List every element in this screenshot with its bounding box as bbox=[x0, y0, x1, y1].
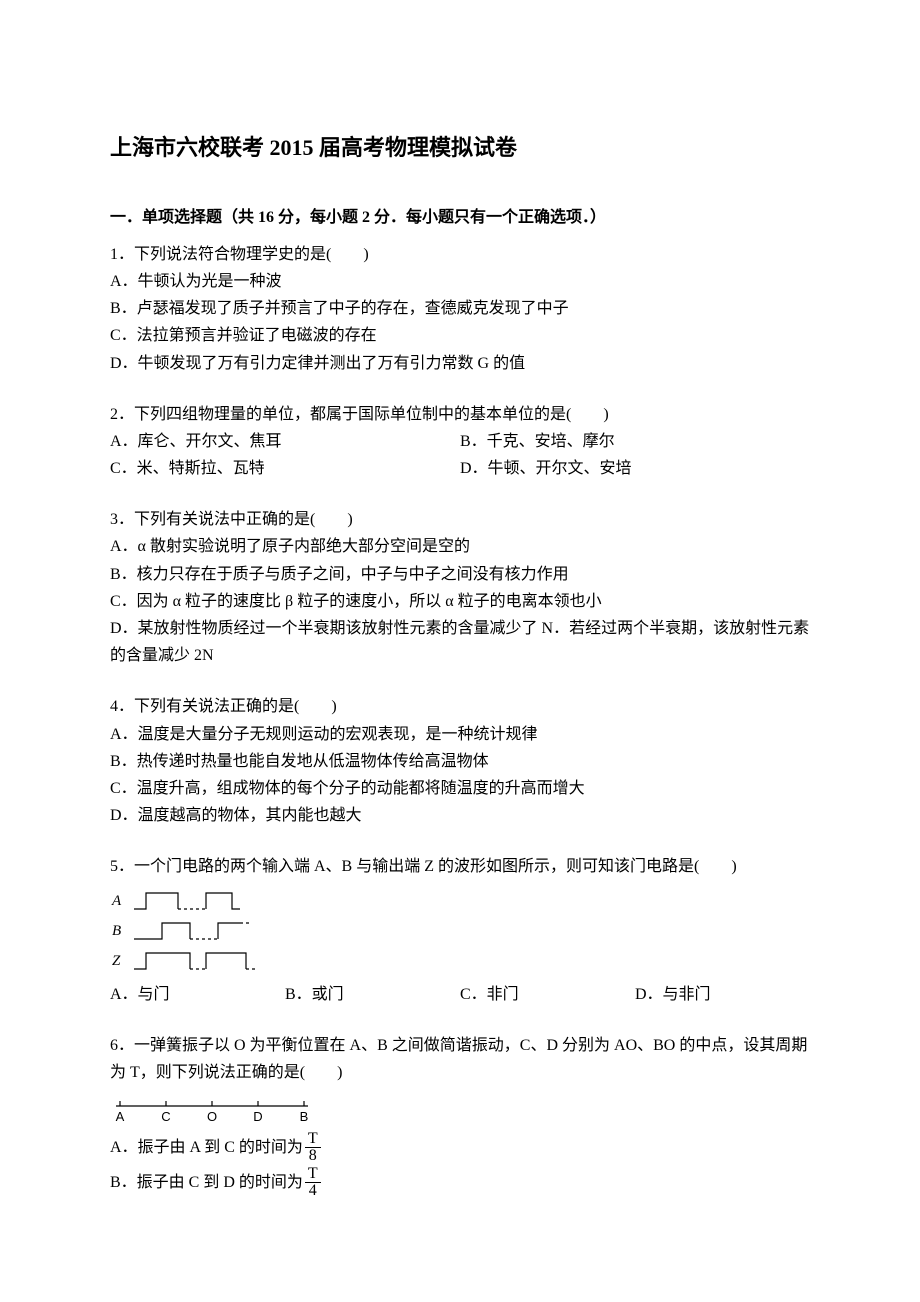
q1-option-a: A．牛顿认为光是一种波 bbox=[110, 268, 810, 295]
q5-option-c: C．非门 bbox=[460, 981, 635, 1008]
q2-option-a: A．库仑、开尔文、焦耳 bbox=[110, 428, 460, 455]
question-4: 4．下列有关说法正确的是( ) A．温度是大量分子无规则运动的宏观表现，是一种统… bbox=[110, 693, 810, 829]
q3-option-c: C．因为 α 粒子的速度比 β 粒子的速度小，所以 α 粒子的电离本领也小 bbox=[110, 588, 810, 615]
q1-stem: 1．下列说法符合物理学史的是( ) bbox=[110, 241, 810, 268]
svg-text:B: B bbox=[112, 923, 121, 939]
svg-text:C: C bbox=[161, 1109, 170, 1124]
svg-text:A: A bbox=[116, 1109, 125, 1124]
q2-stem: 2．下列四组物理量的单位，都属于国际单位制中的基本单位的是( ) bbox=[110, 401, 810, 428]
q4-option-d: D．温度越高的物体，其内能也越大 bbox=[110, 802, 810, 829]
numerator: T bbox=[305, 1166, 321, 1183]
q4-option-a: A．温度是大量分子无规则运动的宏观表现，是一种统计规律 bbox=[110, 721, 810, 748]
q5-option-b: B．或门 bbox=[285, 981, 460, 1008]
q1-option-c: C．法拉第预言并验证了电磁波的存在 bbox=[110, 322, 810, 349]
denominator: 4 bbox=[305, 1183, 321, 1199]
question-1: 1．下列说法符合物理学史的是( ) A．牛顿认为光是一种波 B．卢瑟福发现了质子… bbox=[110, 241, 810, 377]
question-6: 6．一弹簧振子以 O 为平衡位置在 A、B 之间做简谐振动，C、D 分别为 AO… bbox=[110, 1032, 810, 1201]
q3-option-a: A．α 散射实验说明了原子内部绝大部分空间是空的 bbox=[110, 533, 810, 560]
q6-a-prefix: A．振子由 A 到 C 的时间为 bbox=[110, 1130, 303, 1165]
question-3: 3．下列有关说法中正确的是( ) A．α 散射实验说明了原子内部绝大部分空间是空… bbox=[110, 506, 810, 669]
q3-option-b: B．核力只存在于质子与质子之间，中子与中子之间没有核力作用 bbox=[110, 561, 810, 588]
q4-stem: 4．下列有关说法正确的是( ) bbox=[110, 693, 810, 720]
q5-option-a: A．与门 bbox=[110, 981, 285, 1008]
q6-b-prefix: B．振子由 C 到 D 的时间为 bbox=[110, 1165, 303, 1200]
svg-text:B: B bbox=[300, 1109, 309, 1124]
q4-option-c: C．温度升高，组成物体的每个分子的动能都将随温度的升高而增大 bbox=[110, 775, 810, 802]
svg-text:Z: Z bbox=[112, 953, 121, 969]
q5-stem: 5．一个门电路的两个输入端 A、B 与输出端 Z 的波形如图所示，则可知该门电路… bbox=[110, 853, 810, 880]
question-5: 5．一个门电路的两个输入端 A、B 与输出端 Z 的波形如图所示，则可知该门电路… bbox=[110, 853, 810, 1007]
svg-text:A: A bbox=[111, 893, 122, 909]
q1-option-b: B．卢瑟福发现了质子并预言了中子的存在，查德威克发现了中子 bbox=[110, 295, 810, 322]
svg-text:O: O bbox=[207, 1109, 217, 1124]
q2-option-b: B．千克、安培、摩尔 bbox=[460, 428, 810, 455]
exam-title: 上海市六校联考 2015 届高考物理模拟试卷 bbox=[110, 130, 810, 165]
question-2: 2．下列四组物理量的单位，都属于国际单位制中的基本单位的是( ) A．库仑、开尔… bbox=[110, 401, 810, 483]
svg-text:D: D bbox=[253, 1109, 262, 1124]
q6-option-a: A．振子由 A 到 C 的时间为 T 8 bbox=[110, 1130, 810, 1165]
q6-option-b: B．振子由 C 到 D 的时间为 T 4 bbox=[110, 1165, 810, 1200]
fraction: T 4 bbox=[305, 1166, 321, 1199]
q1-option-d: D．牛顿发现了万有引力定律并测出了万有引力常数 G 的值 bbox=[110, 350, 810, 377]
q2-option-d: D．牛顿、开尔文、安培 bbox=[460, 455, 810, 482]
fraction: T 8 bbox=[305, 1131, 321, 1164]
q5-option-d: D．与非门 bbox=[635, 981, 810, 1008]
q3-stem: 3．下列有关说法中正确的是( ) bbox=[110, 506, 810, 533]
number-line-diagram: ACODB bbox=[110, 1096, 315, 1124]
q4-option-b: B．热传递时热量也能自发地从低温物体传给高温物体 bbox=[110, 748, 810, 775]
q6-stem: 6．一弹簧振子以 O 为平衡位置在 A、B 之间做简谐振动，C、D 分别为 AO… bbox=[110, 1032, 810, 1086]
q2-option-c: C．米、特斯拉、瓦特 bbox=[110, 455, 460, 482]
waveform-diagram: ABZ bbox=[110, 887, 280, 977]
denominator: 8 bbox=[305, 1148, 321, 1164]
q3-option-d: D．某放射性物质经过一个半衰期该放射性元素的含量减少了 N．若经过两个半衰期，该… bbox=[110, 615, 810, 669]
numerator: T bbox=[305, 1131, 321, 1148]
section-header: 一．单项选择题（共 16 分，每小题 2 分．每小题只有一个正确选项．） bbox=[110, 205, 810, 231]
